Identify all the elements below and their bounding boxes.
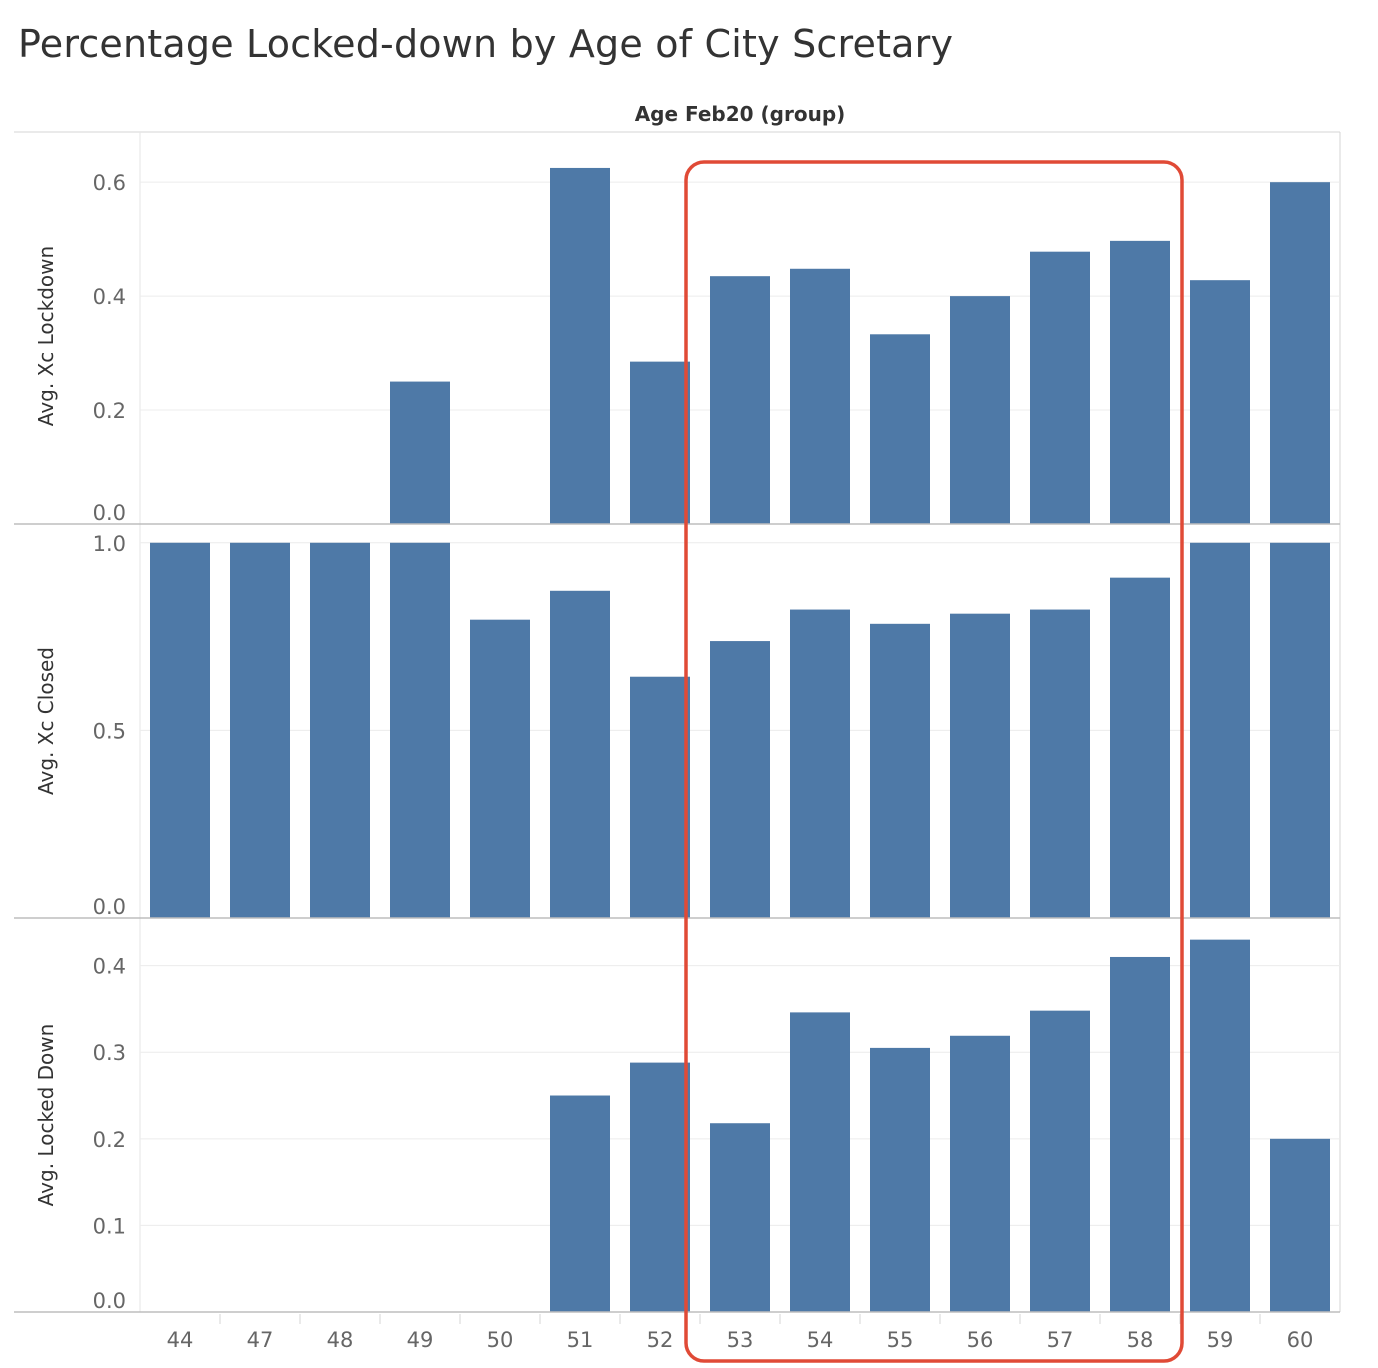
y-tick-label: 1.0: [93, 532, 126, 556]
x-tick-label: 47: [247, 1328, 274, 1352]
x-tick-label: 60: [1287, 1328, 1314, 1352]
bar-58: [1110, 956, 1170, 1312]
bar-56: [950, 1035, 1010, 1312]
y-tick-label: 0.4: [93, 285, 126, 309]
x-tick-label: 59: [1207, 1328, 1234, 1352]
panel-1: 0.0 0.2 0.4 0.6 Avg. Xc Lockdown: [14, 167, 1340, 525]
bar-50: [470, 619, 530, 918]
bar-56: [950, 613, 1010, 918]
chart-panels: 0.0 0.2 0.4 0.6 Avg. Xc Lockdown 0.0 0.5 1.0 Avg…: [14, 131, 1341, 1313]
panel-3: 0.0 0.1 0.2 0.3 0.4 Avg. Locked Down: [14, 939, 1340, 1313]
bar-53: [710, 276, 770, 524]
x-tick-label: 56: [967, 1328, 994, 1352]
bar-44: [150, 542, 210, 918]
y-tick-label: 0.0: [93, 895, 126, 919]
x-tick-label: 49: [407, 1328, 434, 1352]
bar-58: [1110, 240, 1170, 525]
x-axis-labels: 44 47 48 49 50 51 52 53 54 55 56 57 58 59 60: [167, 1314, 1314, 1352]
y-tick-label: 0.4: [93, 955, 126, 979]
bar-51: [550, 167, 610, 524]
column-header: Age Feb20 (group): [635, 102, 846, 126]
bar-52: [630, 676, 690, 918]
x-tick-label: 48: [327, 1328, 354, 1352]
bar-54: [790, 1012, 850, 1312]
bar-49: [390, 542, 450, 918]
y-tick-label: 0.6: [93, 171, 126, 195]
y-tick-label: 0.5: [93, 719, 126, 743]
bar-60: [1270, 182, 1330, 524]
bar-60: [1270, 542, 1330, 918]
bar-54: [790, 609, 850, 918]
bar-52: [630, 361, 690, 524]
bar-53: [710, 641, 770, 918]
bar-55: [870, 623, 930, 918]
y-axis-title: Avg. Xc Lockdown: [34, 246, 58, 426]
y-tick-label: 0.0: [93, 501, 126, 525]
bar-53: [710, 1123, 770, 1312]
x-tick-label: 58: [1127, 1328, 1154, 1352]
bar-54: [790, 268, 850, 524]
bar-59: [1190, 542, 1250, 918]
chart-title: Percentage Locked-down by Age of City Sc…: [18, 22, 954, 66]
x-tick-label: 50: [487, 1328, 514, 1352]
highlight-box: [684, 160, 1184, 1363]
y-tick-label: 0.3: [93, 1041, 126, 1065]
bar-57: [1030, 609, 1090, 918]
bar-57: [1030, 251, 1090, 524]
x-tick-label: 52: [647, 1328, 674, 1352]
y-axis-title: Avg. Locked Down: [34, 1024, 58, 1207]
x-tick-label: 44: [167, 1328, 194, 1352]
x-tick-label: 57: [1047, 1328, 1074, 1352]
bar-60: [1270, 1138, 1330, 1312]
bar-51: [550, 1095, 610, 1312]
panel-2: 0.0 0.5 1.0 Avg. Xc Closed: [14, 532, 1340, 919]
bar-55: [870, 1047, 930, 1312]
y-axis-title: Avg. Xc Closed: [34, 647, 58, 795]
x-tick-label: 51: [567, 1328, 594, 1352]
bar-57: [1030, 1010, 1090, 1312]
bar-48: [310, 542, 370, 918]
bar-55: [870, 334, 930, 524]
bar-56: [950, 296, 1010, 524]
y-tick-label: 0.1: [93, 1214, 126, 1238]
bar-51: [550, 590, 610, 918]
bar-59: [1190, 280, 1250, 524]
bar-52: [630, 1062, 690, 1312]
x-tick-label: 54: [807, 1328, 834, 1352]
y-tick-label: 0.2: [93, 399, 126, 423]
x-tick-label: 53: [727, 1328, 754, 1352]
bar-58: [1110, 577, 1170, 918]
y-tick-label: 0.2: [93, 1128, 126, 1152]
y-tick-label: 0.0: [93, 1289, 126, 1313]
bar-47: [230, 542, 290, 918]
x-tick-label: 55: [887, 1328, 914, 1352]
bar-59: [1190, 939, 1250, 1312]
bar-49: [390, 381, 450, 524]
